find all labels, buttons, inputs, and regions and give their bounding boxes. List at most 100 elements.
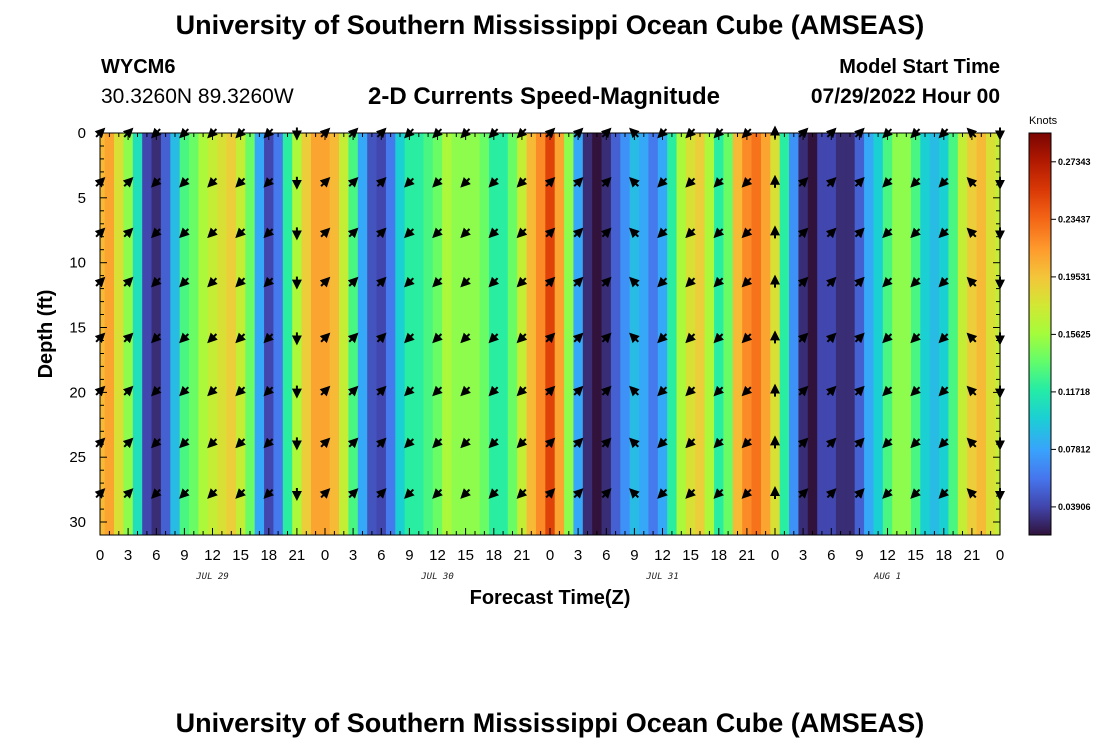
current-arrow [685,227,696,239]
y-tick-label: 0 [78,125,86,142]
current-arrow [938,332,950,344]
heatmap-band [985,133,996,535]
current-arrow [797,227,809,239]
colorbar-ticks: 0.27343 0.23437 0.19531 0.15625 0.11718 0.078… [1051,157,1091,512]
heatmap-band [479,133,490,535]
current-arrow [600,488,612,499]
current-arrow [882,276,893,288]
current-arrow [544,176,556,188]
current-arrow [460,332,471,344]
current-arrow [150,276,162,288]
heatmap-band [639,133,650,535]
x-tick-label: 9 [855,547,863,564]
current-arrow [685,385,696,397]
current-arrow [966,437,978,449]
heatmap-band [995,133,1001,535]
x-tick-label: 12 [429,547,446,564]
y-tick-label: 30 [69,514,86,531]
current-arrow [685,437,696,449]
heatmap-band [676,133,687,535]
heatmap-band [254,133,265,535]
current-arrow [572,437,584,449]
current-arrow [600,176,612,188]
current-arrow [207,332,218,344]
current-arrow [207,276,218,288]
current-arrow [488,276,500,288]
current-arrow [122,176,134,188]
heatmap-band [245,133,256,535]
current-arrow [938,385,950,397]
heatmap-band [901,133,912,535]
x-tick-label: 21 [739,547,756,564]
current-arrow [854,227,865,239]
heatmap-band [648,133,659,535]
current-arrow [600,227,612,239]
current-arrow [122,332,134,344]
current-arrow [375,176,387,188]
current-arrow [600,332,612,344]
current-arrow [797,488,809,499]
current-arrow [741,385,753,397]
heatmap-band [564,133,575,535]
current-arrow [207,437,218,449]
heatmap-band [282,133,293,535]
current-arrow [207,177,218,188]
current-arrow [235,488,246,499]
current-arrow [685,488,696,499]
x-tick-label: 21 [964,547,981,564]
current-arrow [488,227,500,239]
heatmap-band [920,133,931,535]
heatmap-band [423,133,434,535]
heatmap-band [217,133,228,535]
heatmap-band [414,133,425,535]
colorbar-tick-label: 0.27343 [1058,157,1091,167]
heatmap-band [273,133,284,535]
current-arrow [375,385,387,397]
current-arrow [347,488,359,499]
x-tick-label: 3 [574,547,582,564]
heatmap-band [132,133,143,535]
station-coordinates: 30.3260N 89.3260W [101,85,294,108]
current-arrow [797,276,809,288]
x-day-label: JUL 31 [645,572,679,582]
current-arrow [319,437,331,449]
current-arrow [854,276,865,288]
current-arrow [600,437,612,449]
current-arrow [235,227,246,239]
x-day-label: AUG 1 [873,572,901,582]
current-arrow [657,276,668,288]
current-arrow [432,437,443,449]
current-arrow [572,276,584,288]
current-arrow [319,488,331,499]
x-tick-label: 6 [602,547,610,564]
current-arrow [657,177,668,188]
x-tick-label: 9 [405,547,413,564]
x-tick-label: 18 [485,547,502,564]
x-tick-label: 3 [799,547,807,564]
current-arrow [404,488,415,499]
current-arrow [854,488,865,499]
current-arrow [319,176,331,188]
current-arrow [460,385,471,397]
current-arrow [488,488,500,499]
current-arrow [460,437,471,449]
x-tick-label: 6 [827,547,835,564]
heatmap-band [760,133,771,535]
page-title: University of Southern Mississippi Ocean… [175,10,925,40]
heatmap-band [385,133,396,535]
heatmap-band [892,133,903,535]
current-arrow [825,176,837,188]
current-arrow [713,488,725,499]
current-arrow [825,227,837,239]
heatmap-band [114,133,125,535]
heatmap-band [817,133,828,535]
heatmap-band [470,133,481,535]
heatmap-band [582,133,593,535]
current-arrow [179,437,190,449]
current-arrow [910,437,921,449]
current-arrow [966,488,978,499]
current-arrow [263,385,275,397]
x-tick-label: 0 [996,547,1004,564]
heatmap-band [948,133,959,535]
current-arrow [657,437,668,449]
